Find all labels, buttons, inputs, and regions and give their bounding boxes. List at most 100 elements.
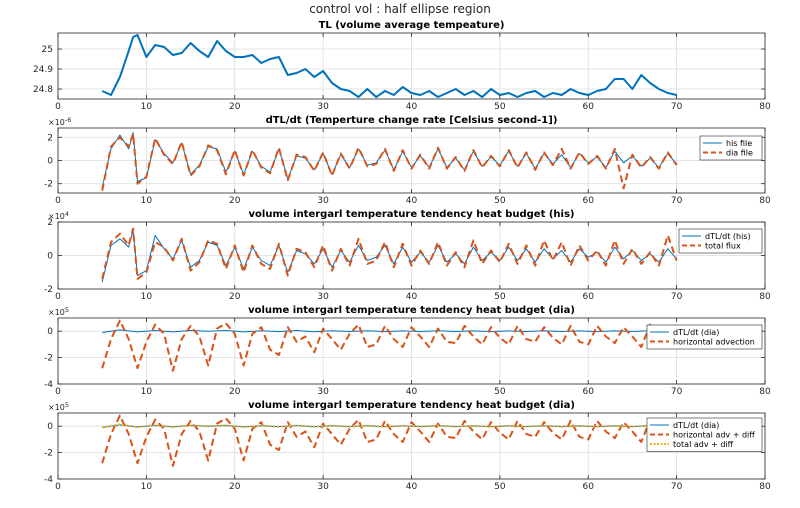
x-tick-label: 60: [583, 482, 595, 492]
y-tick-label: 0: [47, 252, 53, 262]
x-tick-label: 40: [406, 292, 418, 302]
y-tick-label: -4: [44, 380, 53, 390]
x-tick-label: 50: [494, 387, 506, 397]
x-tick-label: 80: [759, 292, 771, 302]
y-tick-label: 24.9: [33, 65, 53, 75]
x-tick-label: 40: [406, 387, 418, 397]
x-tick-label: 10: [141, 196, 153, 206]
x-tick-label: 70: [671, 292, 683, 302]
x-tick-label: 40: [406, 196, 418, 206]
y-tick-label: 0: [47, 157, 53, 167]
series-line-3: [102, 423, 677, 429]
x-tick-label: 30: [317, 292, 329, 302]
x-tick-label: 40: [406, 482, 418, 492]
subplot-2: 0 10 20 30 40 50 60 70 80-202×10-6 dTL/dt (Temper…: [44, 115, 771, 206]
x-tick-label: 10: [141, 482, 153, 492]
subplot-4: 0 10 20 30 40 50 60 70 80 -4 -2 0 ×105 volume interga…: [44, 305, 771, 397]
x-tick-label: 20: [229, 292, 241, 302]
legend-entry: total flux: [705, 242, 741, 251]
y-tick-label: 2: [47, 133, 53, 143]
legend-entry: dia file: [726, 149, 753, 158]
legend-entry: his file: [726, 139, 752, 148]
series-line-2: [101, 227, 678, 280]
y-tick-label: 2: [47, 218, 53, 228]
subplot-title: volume intergarl temperature tendency he…: [248, 305, 575, 316]
x-tick-label: 30: [317, 387, 329, 397]
subplot-title: volume intergarl temperature tendency he…: [249, 209, 575, 220]
y-tick-label: 25: [42, 45, 53, 55]
x-tick-label: 10: [141, 102, 153, 112]
y-exponent-label: ×10-6: [48, 116, 71, 127]
series-line-2: [101, 132, 678, 191]
figure-suptitle: control vol : half ellipse region: [309, 2, 491, 16]
subplot-3: 0 10 20 30 40 50 60 70 80-202×104 volume intergar…: [44, 209, 771, 302]
y-exponent-label: ×104: [48, 210, 69, 221]
x-tick-label: 40: [406, 102, 418, 112]
series-line-2: [101, 414, 677, 467]
legend-box: [646, 324, 763, 350]
x-tick-label: 0: [55, 102, 61, 112]
subplot-title: volume intergarl temperature tendency he…: [248, 400, 575, 411]
x-tick-label: 80: [759, 387, 771, 397]
y-exponent-label: ×105: [48, 306, 69, 317]
x-tick-label: 50: [494, 482, 506, 492]
x-tick-label: 0: [55, 482, 61, 492]
legend-entry: total adv + diff: [673, 440, 734, 449]
y-tick-label: -2: [44, 180, 53, 190]
x-tick-label: 30: [317, 102, 329, 112]
x-tick-label: 20: [229, 387, 241, 397]
y-tick-label: 0: [47, 327, 53, 337]
series-line-2: [101, 319, 677, 372]
legend-entry: horizontal adv + diff: [673, 431, 755, 440]
y-tick-label: -2: [44, 354, 53, 364]
legend-box: [678, 228, 763, 254]
x-tick-label: 70: [671, 387, 683, 397]
subplot-5: 0 10 20 30 40 50 60 70 80 -4 -2 0 ×105 volume interga…: [44, 400, 771, 492]
subplot-title: TL (volume average tempeature): [319, 20, 505, 31]
x-tick-label: 30: [317, 482, 329, 492]
x-tick-label: 70: [671, 482, 683, 492]
legend: dTL/dt (his)total flux: [678, 228, 763, 254]
x-tick-label: 60: [583, 387, 595, 397]
x-tick-label: 60: [583, 292, 595, 302]
x-tick-label: 60: [583, 102, 595, 112]
y-tick-label: 24.8: [33, 85, 53, 95]
x-tick-label: 50: [494, 292, 506, 302]
x-tick-label: 10: [141, 292, 153, 302]
x-tick-label: 20: [229, 196, 241, 206]
legend-entry: dTL/dt (dia): [673, 421, 719, 430]
legend-entry: dTL/dt (his): [705, 232, 751, 241]
y-tick-label: 0: [47, 422, 53, 432]
x-tick-label: 0: [55, 196, 61, 206]
y-tick-label: -4: [44, 475, 53, 485]
x-tick-label: 10: [141, 387, 153, 397]
x-tick-label: 60: [583, 196, 595, 206]
legend-entry: dTL/dt (dia): [673, 328, 719, 337]
legend: dTL/dt (dia)horizontal advection: [646, 324, 763, 350]
x-tick-label: 20: [229, 102, 241, 112]
x-tick-label: 70: [671, 102, 683, 112]
x-tick-label: 20: [229, 482, 241, 492]
y-tick-label: -2: [44, 449, 53, 459]
y-tick-label: -2: [44, 285, 53, 295]
x-tick-label: 80: [759, 102, 771, 112]
series-line-1: [101, 34, 677, 98]
x-tick-label: 0: [55, 387, 61, 397]
legend-entry: horizontal advection: [673, 338, 755, 347]
y-exponent-label: ×105: [48, 401, 69, 412]
x-tick-label: 70: [671, 196, 683, 206]
subplot-title: dTL/dt (Temperture change rate [Celsius …: [266, 115, 558, 126]
x-tick-label: 50: [494, 196, 506, 206]
x-tick-label: 80: [759, 482, 771, 492]
x-tick-label: 80: [759, 196, 771, 206]
legend-box: [699, 135, 763, 161]
subplot-1: 0 10 20 30 40 50 60 70 80 24.8 24.9 25 TL (volume av…: [33, 20, 771, 112]
x-tick-label: 0: [55, 292, 61, 302]
x-tick-label: 30: [317, 196, 329, 206]
x-tick-label: 50: [494, 102, 506, 112]
series-line-1: [102, 329, 677, 333]
